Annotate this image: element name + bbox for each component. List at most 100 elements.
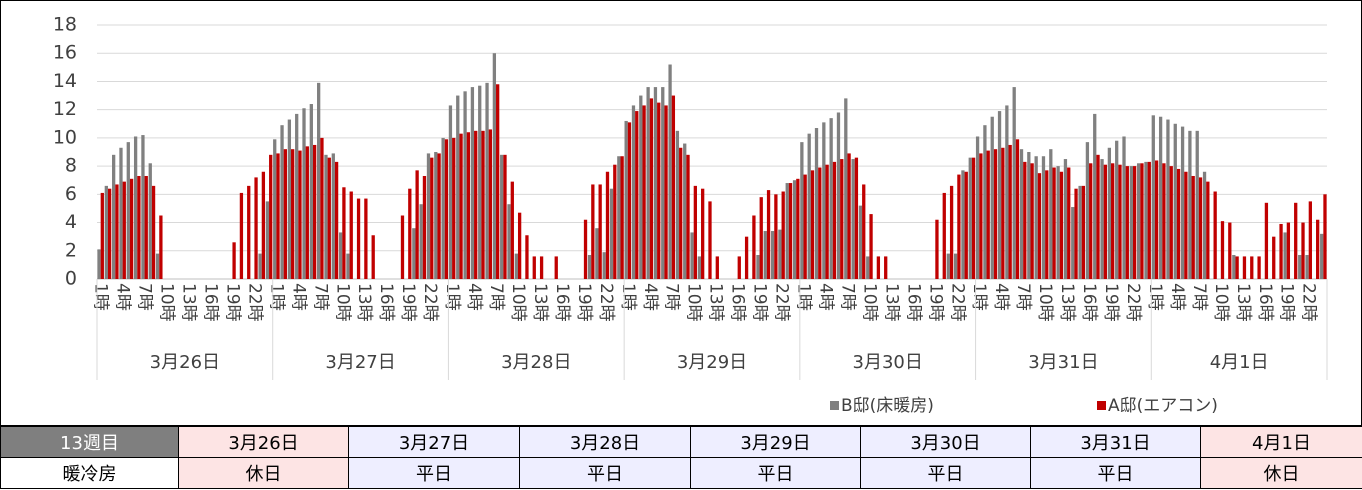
bar — [583, 219, 588, 279]
group-label: 3月29日 — [677, 352, 747, 373]
bar — [269, 154, 273, 279]
bar — [587, 255, 592, 279]
bar — [1213, 191, 1217, 279]
table-cell: 休日 — [1200, 457, 1362, 489]
bar — [1144, 161, 1148, 279]
bar — [400, 215, 405, 279]
bar — [155, 253, 160, 279]
bar — [1129, 166, 1133, 279]
bar — [1008, 144, 1012, 279]
bar — [814, 128, 819, 279]
bar — [785, 183, 789, 279]
bar — [1063, 159, 1068, 279]
table-row: 暖冷房 休日 平日 平日 平日 平日 平日 休日 — [0, 457, 1362, 489]
bar — [1169, 166, 1173, 279]
legend-swatch — [830, 401, 839, 410]
x-tick-label: 10時 — [859, 283, 879, 322]
bar — [415, 170, 419, 279]
bar — [1151, 115, 1155, 279]
bar — [1162, 163, 1166, 279]
bar — [247, 185, 251, 279]
bar — [979, 153, 983, 279]
bar — [1232, 255, 1236, 279]
bar — [261, 171, 266, 279]
bar — [1279, 223, 1283, 279]
bar — [1027, 152, 1031, 279]
bar — [770, 231, 775, 279]
bar — [1049, 149, 1053, 279]
bar — [598, 184, 602, 279]
x-tick-label: 16時 — [376, 283, 396, 322]
bar — [661, 87, 665, 279]
bar — [832, 161, 837, 279]
bar — [686, 154, 690, 279]
bar — [1202, 171, 1207, 279]
bar — [1305, 255, 1309, 279]
bar — [1286, 222, 1291, 279]
bar — [818, 167, 822, 279]
bar — [1001, 147, 1005, 279]
x-tick-label: 16時 — [552, 283, 572, 322]
group-label: 4月1日 — [1210, 352, 1269, 373]
x-tick-label: 16時 — [728, 283, 748, 322]
bar — [1308, 201, 1312, 279]
bar — [613, 164, 617, 279]
bar — [858, 205, 863, 279]
bar — [1074, 188, 1078, 279]
legend-label: B邸(床暖房) — [841, 396, 934, 416]
bar — [1195, 130, 1199, 279]
bar — [1030, 163, 1034, 279]
bar — [975, 136, 980, 279]
bar — [287, 119, 292, 280]
x-tick-label: 1時 — [969, 283, 989, 311]
bar — [957, 174, 961, 279]
bar — [971, 157, 976, 279]
bar — [1147, 161, 1151, 279]
bar — [1107, 147, 1112, 279]
bar — [1283, 232, 1287, 279]
bar — [693, 185, 697, 279]
bar — [342, 187, 346, 279]
x-tick-label: 7時 — [486, 283, 506, 311]
bar — [1154, 160, 1159, 279]
bar — [778, 229, 782, 279]
bar — [609, 188, 614, 279]
bar — [624, 120, 628, 279]
bar — [627, 122, 632, 279]
y-tick-label: 18 — [53, 14, 77, 36]
bar — [492, 53, 497, 279]
bar — [470, 87, 475, 279]
bar — [595, 228, 599, 279]
bar — [496, 84, 500, 280]
x-tick-label: 1時 — [1145, 283, 1165, 311]
bar — [781, 191, 785, 279]
bar — [1257, 256, 1261, 279]
bar — [104, 185, 108, 279]
bar — [617, 156, 621, 279]
bar — [481, 130, 485, 279]
bar — [1235, 256, 1239, 279]
bar — [503, 154, 507, 279]
x-tick-label: 4時 — [464, 283, 484, 311]
bar — [510, 181, 514, 279]
bar — [349, 191, 353, 279]
bar — [1140, 163, 1144, 279]
bar — [854, 157, 859, 279]
bar — [144, 175, 148, 279]
bar — [631, 105, 636, 279]
bar — [1081, 185, 1086, 279]
y-tick-label: 2 — [65, 239, 77, 261]
bar — [539, 256, 544, 279]
bar — [280, 125, 284, 279]
bar — [334, 161, 339, 279]
bar — [862, 184, 866, 279]
y-tick-label: 10 — [53, 126, 77, 148]
bar — [1059, 171, 1064, 279]
bar — [737, 256, 741, 279]
x-tick-label: 16時 — [903, 283, 923, 322]
table-cell: 3月29日 — [690, 426, 861, 458]
group-label: 3月28日 — [501, 352, 571, 373]
bar — [507, 204, 511, 279]
bar — [141, 135, 145, 279]
bar — [668, 64, 672, 279]
